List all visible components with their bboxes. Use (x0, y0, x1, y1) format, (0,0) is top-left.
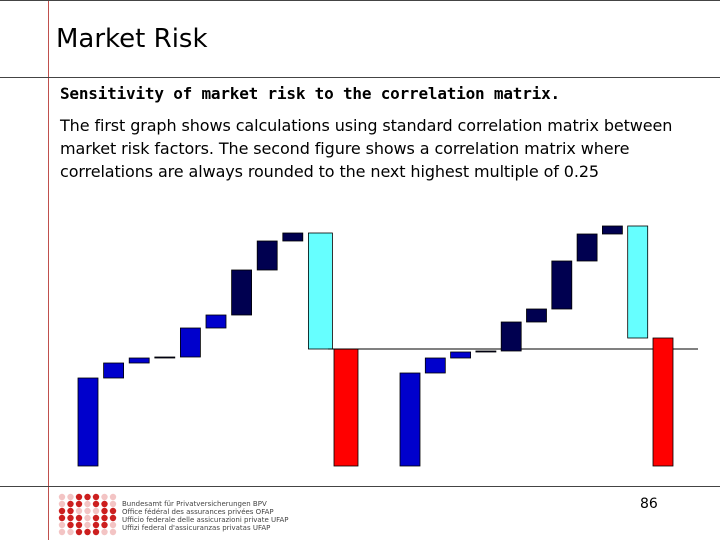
logo-dot (75, 528, 83, 536)
waterfall-chart-2 (328, 225, 698, 467)
federal-cross-logo (58, 493, 117, 536)
waterfall-bar (154, 356, 176, 359)
waterfall-bar (256, 240, 278, 271)
logo-dot (67, 493, 74, 501)
logo-dot (109, 528, 117, 536)
logo-dot (84, 521, 91, 529)
footer-divider (0, 486, 720, 487)
waterfall-bar (475, 350, 497, 353)
logo-dot (101, 507, 108, 515)
logo-dot (92, 521, 100, 529)
logo-dot (58, 528, 66, 536)
waterfall-bar (576, 233, 598, 262)
logo-dot (67, 514, 74, 522)
logo-dot (84, 514, 91, 522)
waterfall-bar (399, 372, 421, 467)
logo-dot (92, 528, 100, 536)
waterfall-chart-1 (77, 232, 359, 467)
logo-dot (58, 507, 66, 515)
logo-dot (109, 514, 117, 522)
waterfall-bar (526, 308, 547, 323)
logo-dot (58, 514, 66, 522)
organization-names: Bundesamt für Privatversicherungen BPV O… (122, 500, 289, 532)
logo-dot (84, 528, 91, 536)
logo-dot (92, 507, 100, 515)
logo-dot (75, 521, 83, 529)
org-name-de: Bundesamt für Privatversicherungen BPV (122, 500, 267, 508)
waterfall-bar (231, 269, 253, 316)
org-name-rm: Uffizi federal d'assicuranzas privatas U… (122, 524, 271, 532)
slide-subtitle: Sensitivity of market risk to the correl… (60, 84, 560, 103)
slide-title: Market Risk (56, 24, 208, 54)
logo-dot (67, 500, 74, 508)
slide-body-text: The first graph shows calculations using… (60, 116, 673, 181)
logo-dot (101, 528, 108, 536)
logo-dot (101, 514, 108, 522)
logo-dot (101, 500, 108, 508)
waterfall-bar (77, 377, 99, 467)
logo-dot (92, 514, 100, 522)
logo-dot (109, 500, 117, 508)
logo-dot (84, 500, 91, 508)
waterfall-bar (627, 225, 649, 339)
logo-dot (92, 493, 100, 501)
logo-dot (109, 493, 117, 501)
waterfall-bar (333, 348, 359, 467)
waterfall-bar (551, 260, 573, 310)
logo-dot (84, 493, 91, 501)
logo-dot (101, 493, 108, 501)
logo-dot (75, 507, 83, 515)
waterfall-bar (128, 357, 150, 364)
logo-dot (58, 521, 66, 529)
waterfall-bar (602, 225, 623, 235)
logo-dot (92, 500, 100, 508)
waterfall-bar (307, 232, 333, 350)
logo-dot (101, 521, 108, 529)
logo-dot (58, 500, 66, 508)
logo-dot (75, 493, 83, 501)
waterfall-bar (500, 321, 522, 352)
waterfall-bar (282, 232, 304, 242)
waterfall-bar (652, 337, 674, 467)
page-number: 86 (640, 496, 658, 512)
org-name-it: Ufficio federale delle assicurazioni pri… (122, 516, 289, 524)
logo-dot (109, 521, 117, 529)
logo-dot (67, 528, 74, 536)
title-divider (0, 77, 720, 78)
waterfall-bar (424, 357, 446, 374)
logo-dot (75, 500, 83, 508)
logo-dot (75, 514, 83, 522)
waterfall-bar (205, 314, 227, 329)
top-border (0, 0, 720, 1)
logo-dot (67, 507, 74, 515)
logo-dot (58, 493, 66, 501)
waterfall-bar (450, 351, 472, 359)
logo-dot (109, 507, 117, 515)
waterfall-bar (179, 327, 201, 358)
accent-vertical-line (48, 0, 49, 540)
logo-dot (84, 507, 91, 515)
waterfall-bar (103, 362, 124, 379)
org-name-fr: Office fédéral des assurances privées OF… (122, 508, 274, 516)
logo-dot (67, 521, 74, 529)
